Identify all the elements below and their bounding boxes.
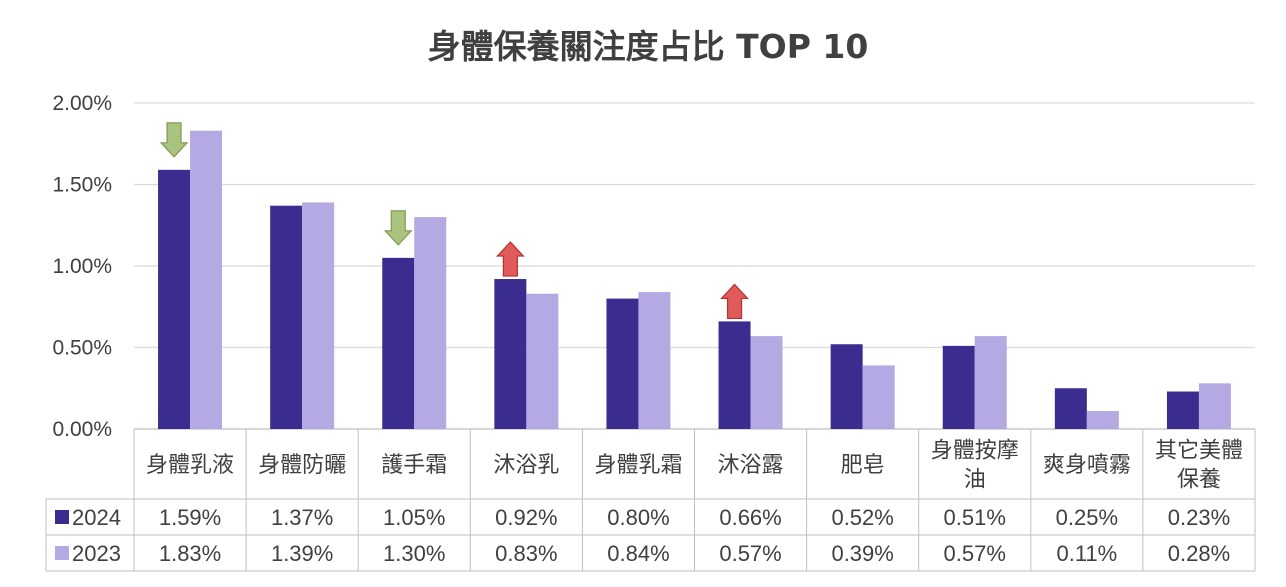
change-arrows <box>159 122 749 320</box>
data-label: 1.39% <box>271 541 333 566</box>
data-label: 0.28% <box>1168 541 1230 566</box>
data-label: 1.30% <box>383 541 445 566</box>
bar-2024-8 <box>1054 388 1087 429</box>
data-label: 1.83% <box>159 541 221 566</box>
data-label: 0.80% <box>607 505 669 530</box>
bar-2024-6 <box>830 344 863 429</box>
bar-2023-5 <box>750 336 783 429</box>
bar-2023-0 <box>190 130 223 429</box>
y-axis-tick-labels: 0.00% 0.50% 1.00% 1.50% 2.00% <box>52 92 112 441</box>
chart-title: 身體保養關注度占比 TOP 10 <box>428 27 869 66</box>
legend-swatch-2023 <box>55 546 69 560</box>
category-label: 身體防曬 <box>258 453 346 478</box>
category-label: 爽身噴霧 <box>1043 453 1131 478</box>
bar-2023-3 <box>526 293 559 429</box>
bars <box>158 130 1231 429</box>
data-label: 1.05% <box>383 505 445 530</box>
data-label: 0.51% <box>944 505 1006 530</box>
data-label: 0.83% <box>495 541 557 566</box>
data-label: 0.57% <box>944 541 1006 566</box>
category-label: 肥皂 <box>841 453 885 478</box>
legend-swatch-2024 <box>55 510 69 524</box>
bar-2024-1 <box>270 205 303 429</box>
bar-2024-7 <box>942 345 975 429</box>
y-tick-label: 1.00% <box>52 255 112 278</box>
category-label: 身體乳液 <box>146 453 234 478</box>
category-label: 油 <box>964 468 986 493</box>
bar-2023-2 <box>414 217 447 429</box>
data-label: 0.57% <box>719 541 781 566</box>
bar-2024-2 <box>382 257 415 429</box>
data-label: 0.84% <box>607 541 669 566</box>
bar-2023-4 <box>638 292 671 429</box>
category-label: 沐浴乳 <box>493 453 559 478</box>
bar-2023-9 <box>1198 383 1231 429</box>
arrow-up-icon <box>495 241 525 277</box>
data-label: 1.37% <box>271 505 333 530</box>
y-tick-label: 0.00% <box>52 418 112 441</box>
category-label: 身體乳霜 <box>594 453 682 478</box>
bar-2024-0 <box>158 169 191 429</box>
arrow-down-icon <box>383 210 413 246</box>
bar-2024-4 <box>606 298 639 429</box>
bar-2024-9 <box>1166 391 1199 429</box>
legend-label-2024: 2024 <box>72 505 121 530</box>
category-label: 其它美體 <box>1155 439 1243 464</box>
bar-2023-8 <box>1086 411 1119 429</box>
data-label: 0.52% <box>831 505 893 530</box>
data-label: 0.25% <box>1056 505 1118 530</box>
data-label: 0.39% <box>831 541 893 566</box>
bar-2023-7 <box>974 336 1007 429</box>
bar-2024-3 <box>494 279 527 429</box>
y-tick-label: 0.50% <box>52 337 112 360</box>
category-label: 身體按摩 <box>931 439 1019 464</box>
arrow-up-icon <box>720 283 749 320</box>
data-label: 0.92% <box>495 505 557 530</box>
data-label: 0.11% <box>1056 541 1117 566</box>
bar-2023-1 <box>302 202 335 429</box>
category-label: 沐浴露 <box>718 453 784 478</box>
bar-2024-5 <box>718 321 751 429</box>
data-label: 1.59% <box>159 505 221 530</box>
legend-label-2023: 2023 <box>72 541 121 566</box>
category-label: 保養 <box>1177 468 1221 493</box>
y-tick-label: 1.50% <box>52 174 112 197</box>
bar-2023-6 <box>862 365 895 429</box>
category-label: 護手霜 <box>381 453 447 478</box>
arrow-down-icon <box>159 122 189 158</box>
y-tick-label: 2.00% <box>52 92 112 115</box>
data-label: 0.23% <box>1168 505 1230 530</box>
data-label: 0.66% <box>719 505 781 530</box>
